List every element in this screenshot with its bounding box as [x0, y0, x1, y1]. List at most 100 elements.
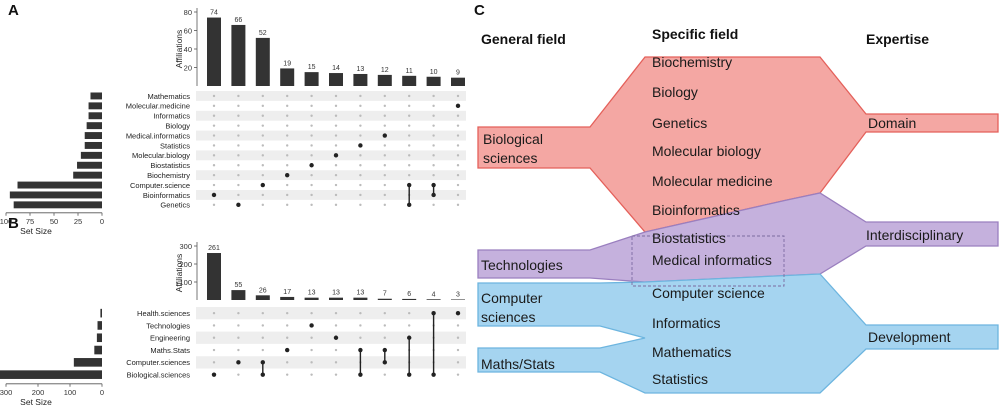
matrix-dot-filled [431, 182, 436, 188]
intersection-bar [377, 298, 392, 300]
matrix-dot-empty [212, 324, 216, 327]
specific-field-label: Molecular medicine [652, 173, 773, 189]
header-specific-field: Specific field [652, 26, 738, 42]
matrix-dot-empty [432, 134, 435, 137]
matrix-dot-empty [334, 144, 338, 147]
matrix-dot-empty [383, 164, 386, 167]
intersection-bar [353, 297, 368, 300]
matrix-dot-empty [408, 173, 411, 177]
matrix-dot-filled [285, 347, 290, 353]
matrix-dot-empty [237, 134, 240, 137]
matrix-dot-empty [286, 183, 289, 187]
matrix-dot-empty [237, 311, 240, 315]
intersection-value-label: 13 [357, 66, 365, 73]
set-name-label: Computer.sciences [126, 358, 190, 367]
set-name-label: Maths.Stats [150, 346, 190, 355]
set-name-label: Statistics [160, 141, 190, 150]
specific-field-label: Statistics [652, 371, 708, 387]
matrix-dot-empty [456, 124, 460, 127]
matrix-dot-filled [431, 192, 436, 198]
specific-field-label: Mathematics [652, 344, 731, 360]
set-name-label: Molecular.biology [132, 151, 190, 160]
intersection-bar [377, 74, 392, 86]
y-axis-label: Affiliations [174, 30, 184, 69]
matrix-dot-filled [382, 347, 387, 353]
intersection-value-label: 13 [332, 290, 340, 297]
matrix-dot-empty [286, 104, 289, 108]
intersection-bar [280, 68, 295, 86]
set-name-label: Technologies [146, 321, 190, 330]
matrix-dot-filled [309, 323, 314, 328]
matrix-dot-empty [310, 361, 313, 364]
set-name-label: Computer.science [130, 181, 190, 190]
matrix-dot-filled [260, 360, 265, 365]
matrix-dot-empty [310, 173, 313, 177]
matrix-dot-empty [456, 114, 460, 117]
matrix-dot-empty [310, 124, 313, 127]
expertise-label-development: Development [868, 329, 951, 345]
set-name-label: Biological.sciences [127, 370, 191, 379]
general-field-label: Technologies [481, 257, 563, 273]
matrix-dot-empty [212, 361, 216, 364]
y-tick-label: 200 [179, 260, 192, 269]
matrix-dot-empty [359, 94, 362, 98]
specific-field-label: Informatics [652, 315, 720, 331]
panel-c-label: C [474, 2, 485, 19]
matrix-dot-empty [359, 164, 362, 167]
matrix-dot-empty [261, 114, 264, 117]
matrix-row-stripe [196, 150, 466, 161]
matrix-row-stripe [196, 91, 466, 101]
intersection-value-label: 11 [406, 68, 413, 75]
panel-a-label: A [8, 2, 19, 19]
specific-field-label: Biostatistics [652, 230, 726, 246]
set-size-tick-label: 300 [0, 388, 12, 397]
matrix-dot-empty [432, 104, 435, 108]
matrix-dot-filled [407, 202, 412, 208]
intersection-value-label: 9 [456, 70, 460, 77]
matrix-dot-empty [408, 104, 411, 108]
matrix-dot-empty [261, 144, 264, 147]
matrix-dot-filled [309, 163, 314, 168]
matrix-dot-empty [383, 124, 386, 127]
intersection-bar [353, 73, 368, 86]
matrix-dot-empty [408, 114, 411, 117]
intersection-value-label: 74 [210, 10, 218, 17]
matrix-dot-empty [383, 203, 386, 207]
set-size-tick-label: 200 [32, 388, 45, 397]
set-size-bar [90, 92, 102, 100]
matrix-dot-filled [260, 182, 265, 188]
set-name-label: Engineering [150, 334, 190, 343]
matrix-dot-empty [237, 114, 240, 117]
matrix-dot-empty [334, 193, 338, 197]
matrix-row-stripe [196, 110, 466, 121]
specific-field-label: Biochemistry [652, 54, 732, 70]
intersection-value-label: 261 [208, 245, 220, 252]
matrix-dot-empty [432, 154, 435, 157]
matrix-dot-empty [408, 311, 411, 315]
matrix-dot-empty [212, 164, 216, 167]
matrix-dot-empty [456, 173, 460, 177]
set-size-bar [88, 102, 102, 110]
set-size-bar [96, 333, 102, 343]
matrix-dot-empty [383, 336, 386, 339]
matrix-dot-empty [456, 164, 460, 167]
set-name-label: Molecular.medicine [126, 102, 190, 111]
matrix-dot-empty [334, 114, 338, 117]
interdisciplinary-region-shape [477, 192, 999, 283]
matrix-dot-empty [456, 154, 460, 157]
matrix-dot-empty [408, 154, 411, 157]
set-size-bar [100, 308, 102, 318]
y-tick-label: 80 [184, 8, 192, 17]
matrix-dot-filled [455, 103, 461, 109]
matrix-dot-empty [456, 324, 460, 327]
set-size-bar [94, 345, 102, 355]
matrix-dot-empty [432, 94, 435, 98]
set-size-bar [80, 151, 102, 159]
matrix-dot-empty [237, 104, 240, 108]
intersection-value-label: 10 [430, 69, 438, 76]
matrix-dot-empty [310, 114, 313, 117]
matrix-dot-empty [310, 144, 313, 147]
set-size-tick-label: 50 [50, 217, 58, 226]
intersection-bar [451, 77, 465, 86]
